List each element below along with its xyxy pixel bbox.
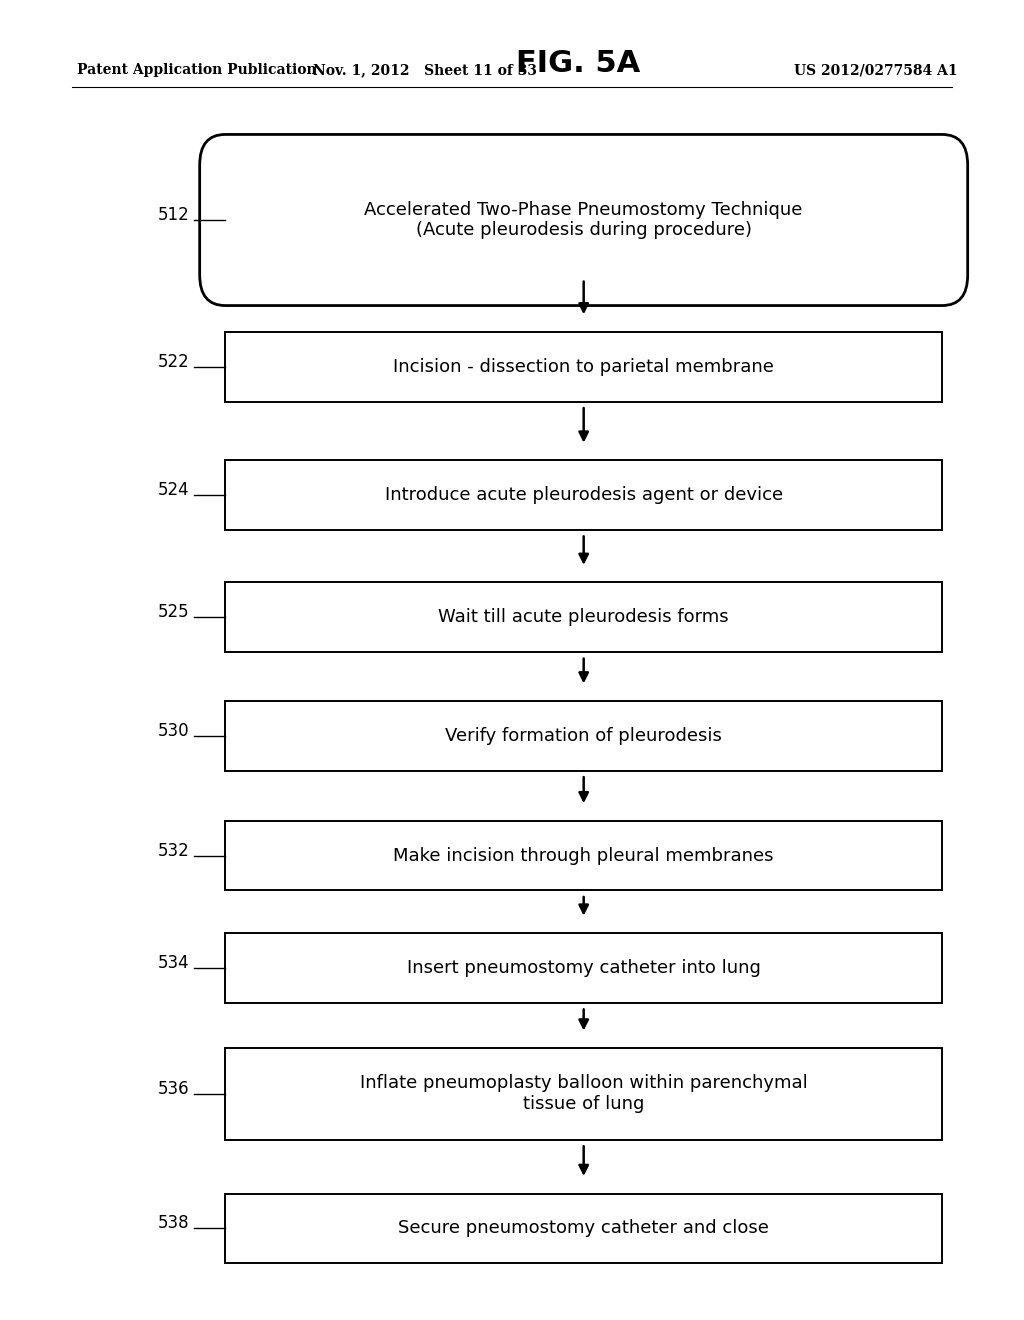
Text: Nov. 1, 2012   Sheet 11 of 33: Nov. 1, 2012 Sheet 11 of 33 (313, 63, 537, 78)
Text: Secure pneumostomy catheter and close: Secure pneumostomy catheter and close (398, 1220, 769, 1237)
Text: 525: 525 (158, 603, 189, 622)
Bar (225, 821, 942, 891)
Text: 512: 512 (158, 206, 189, 224)
Bar (225, 701, 942, 771)
Text: US 2012/0277584 A1: US 2012/0277584 A1 (794, 63, 957, 78)
Bar (225, 461, 942, 529)
Bar (225, 582, 942, 652)
Text: 532: 532 (158, 842, 189, 859)
Text: 524: 524 (158, 480, 189, 499)
Text: 522: 522 (158, 352, 189, 371)
Text: Patent Application Publication: Patent Application Publication (77, 63, 316, 78)
Bar (225, 1193, 942, 1263)
FancyBboxPatch shape (200, 135, 968, 305)
Text: Insert pneumostomy catheter into lung: Insert pneumostomy catheter into lung (407, 960, 761, 977)
Bar (225, 1048, 942, 1139)
Text: Introduce acute pleurodesis agent or device: Introduce acute pleurodesis agent or dev… (385, 486, 782, 504)
Text: 534: 534 (158, 954, 189, 972)
Text: 530: 530 (158, 722, 189, 741)
Text: Make incision through pleural membranes: Make incision through pleural membranes (393, 846, 774, 865)
Text: Inflate pneumoplasty balloon within parenchymal
tissue of lung: Inflate pneumoplasty balloon within pare… (359, 1074, 808, 1113)
Bar (225, 933, 942, 1003)
Text: FIG. 5A: FIG. 5A (516, 49, 641, 78)
Text: Wait till acute pleurodesis forms: Wait till acute pleurodesis forms (438, 609, 729, 626)
Bar (225, 331, 942, 401)
Text: 538: 538 (158, 1214, 189, 1233)
Text: Incision - dissection to parietal membrane: Incision - dissection to parietal membra… (393, 358, 774, 376)
Text: 536: 536 (158, 1080, 189, 1098)
Text: Accelerated Two-Phase Pneumostomy Technique
(Acute pleurodesis during procedure): Accelerated Two-Phase Pneumostomy Techni… (365, 201, 803, 239)
Text: Verify formation of pleurodesis: Verify formation of pleurodesis (445, 727, 722, 744)
